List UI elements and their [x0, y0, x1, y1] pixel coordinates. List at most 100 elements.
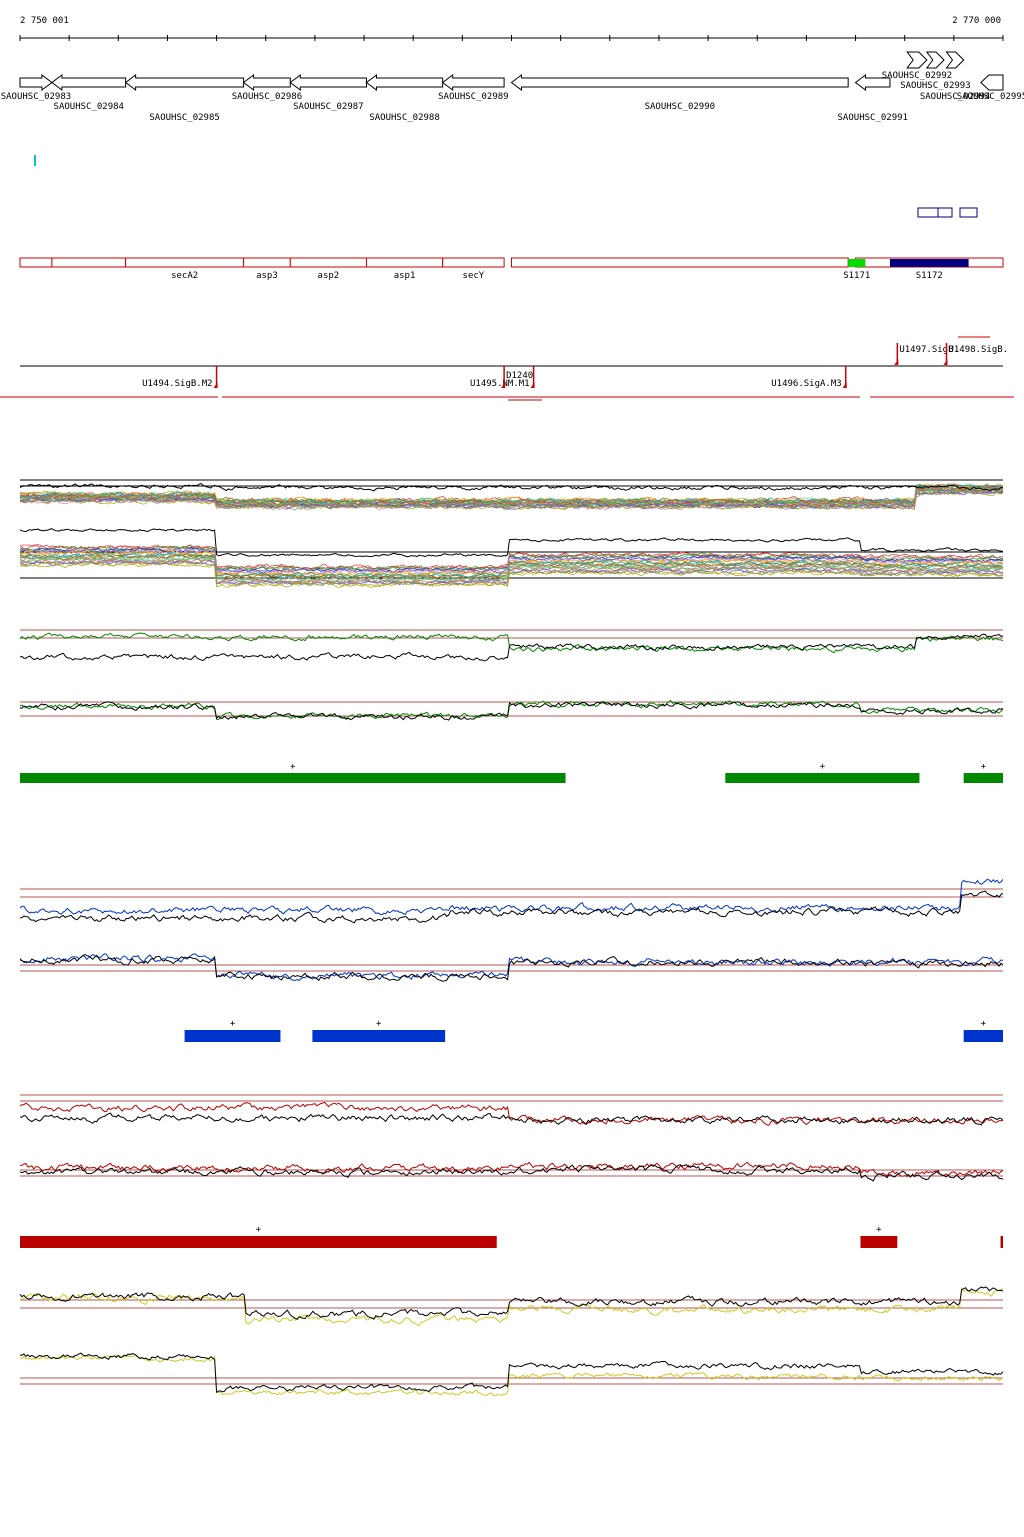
expression-line [20, 699, 1004, 721]
expression-line [19, 1112, 1004, 1126]
expression-line [19, 482, 1004, 492]
expression-line [19, 489, 1004, 510]
tu-marker-head [501, 382, 506, 388]
gene-label: SAOUHSC_02990 [645, 102, 715, 112]
expression-line [19, 1354, 1004, 1397]
segment-strand-label: + [876, 1225, 882, 1235]
coordinate-ruler: 2 750 001 2 770 000 [19, 16, 1004, 41]
gene-label: SAOUHSC_02988 [369, 113, 439, 123]
expression-line [19, 548, 1004, 575]
small-feature-box [917, 207, 939, 218]
segment-strand-label: + [290, 762, 296, 772]
tu-label: D1240 [506, 371, 533, 381]
expression-profiles [19, 479, 1004, 1397]
gene-arrow [925, 51, 945, 69]
expression-line [19, 953, 1004, 981]
expression-line [19, 556, 1004, 584]
operon-gene-label: asp3 [256, 271, 278, 281]
tu-marker-head [530, 382, 535, 388]
segmentation-bars: + + + + + + + + [20, 762, 1003, 1248]
tu-marker-head [842, 382, 847, 388]
gene-arrow [854, 74, 891, 91]
segment-bar [963, 1030, 1003, 1042]
gene-label: SAOUHSC_02985 [149, 113, 219, 123]
expression-line [19, 1161, 1004, 1178]
segment-strand-label: + [256, 1225, 262, 1235]
operon-gene-label: asp2 [318, 271, 340, 281]
tu-label: U1494.SigB.M2 [142, 379, 212, 389]
tu-label: U1495.NM.M1 [470, 379, 530, 389]
expression-line [19, 1101, 1004, 1126]
expression-line [19, 890, 1004, 924]
transcription-unit-track: U1494.SigB.M2 U1495.NM.M1 U1496.SigA.M3 U14… [0, 336, 1014, 401]
operon-gene-label: secA2 [171, 271, 198, 281]
gene-arrow [51, 74, 127, 91]
tu-marker-head [943, 359, 948, 365]
gene-label: SAOUHSC_02983 [1, 92, 71, 102]
gene-label: SAOUHSC_02987 [293, 102, 363, 112]
gene-arrow [242, 74, 291, 91]
segment-bar [860, 1236, 898, 1248]
expression-line [19, 486, 1004, 505]
expression-line [19, 1164, 1004, 1182]
segment-bar [1000, 1236, 1003, 1248]
operon-gene-label: asp1 [394, 271, 416, 281]
gene-arrow [441, 74, 505, 91]
small-rna-box [889, 259, 969, 267]
expression-line [19, 633, 1004, 662]
segment-strand-label: + [376, 1019, 382, 1029]
tu-marker-head [894, 359, 899, 365]
gene-label: SAOUHSC_02984 [54, 102, 124, 112]
operon-gene-box [510, 257, 849, 268]
small-rna-label: S1171 [843, 271, 870, 281]
small-rna-label: S1172 [916, 271, 943, 281]
expression-line [19, 701, 1004, 721]
operon-gene-box [289, 257, 367, 268]
expression-line [19, 1286, 1004, 1321]
expression-line [20, 487, 1004, 509]
expression-line [19, 485, 1004, 506]
gene-arrow [906, 51, 928, 69]
small-feature-track [917, 207, 978, 218]
segment-bar [312, 1030, 446, 1042]
operon-gene-box [19, 257, 53, 268]
expression-line [19, 528, 1004, 558]
expression-line [19, 954, 1004, 982]
expression-line [19, 878, 1004, 916]
operon-track: secA2 asp3 asp2 asp1 secY S1171 S1172 [19, 257, 1004, 281]
gene-arrow [124, 74, 245, 91]
expression-line [19, 553, 1004, 580]
gene-label: SAOUHSC_02989 [438, 92, 508, 102]
operon-gene-box [125, 257, 245, 268]
segment-bar [20, 773, 566, 783]
segment-strand-label: + [981, 1019, 987, 1029]
expression-line [19, 490, 1004, 511]
expression-line [19, 558, 1004, 585]
tu-marker-head [213, 382, 218, 388]
segment-bar [20, 1236, 497, 1248]
expression-line [19, 1286, 1004, 1327]
gene-arrow [365, 74, 444, 91]
gene-label: SAOUHSC_02986 [232, 92, 302, 102]
operon-gene-box [442, 257, 505, 268]
gene-label: SAOUHSC_02991 [838, 113, 908, 123]
small-feature-box [959, 207, 978, 218]
segment-strand-label: + [820, 762, 826, 772]
segment-strand-label: + [230, 1019, 236, 1029]
gene-label: SAOUHSC_02994 [920, 92, 990, 102]
gene-arrow [19, 74, 53, 91]
gene-arrow [945, 51, 965, 69]
expression-line [19, 555, 1004, 582]
operon-gene-box [365, 257, 444, 268]
expression-line [19, 1352, 1004, 1394]
gene-label: SAOUHSC_02993 [900, 81, 970, 91]
segment-bar [184, 1030, 281, 1042]
ruler-ticks [19, 35, 1004, 41]
tu-label: U1497.SigB. [899, 345, 959, 355]
tu-label: U1496.SigA.M3 [771, 379, 841, 389]
cyan-marker [34, 155, 36, 166]
gene-label: SAOUHSC_02995 [957, 92, 1024, 102]
expression-line [19, 562, 1004, 588]
